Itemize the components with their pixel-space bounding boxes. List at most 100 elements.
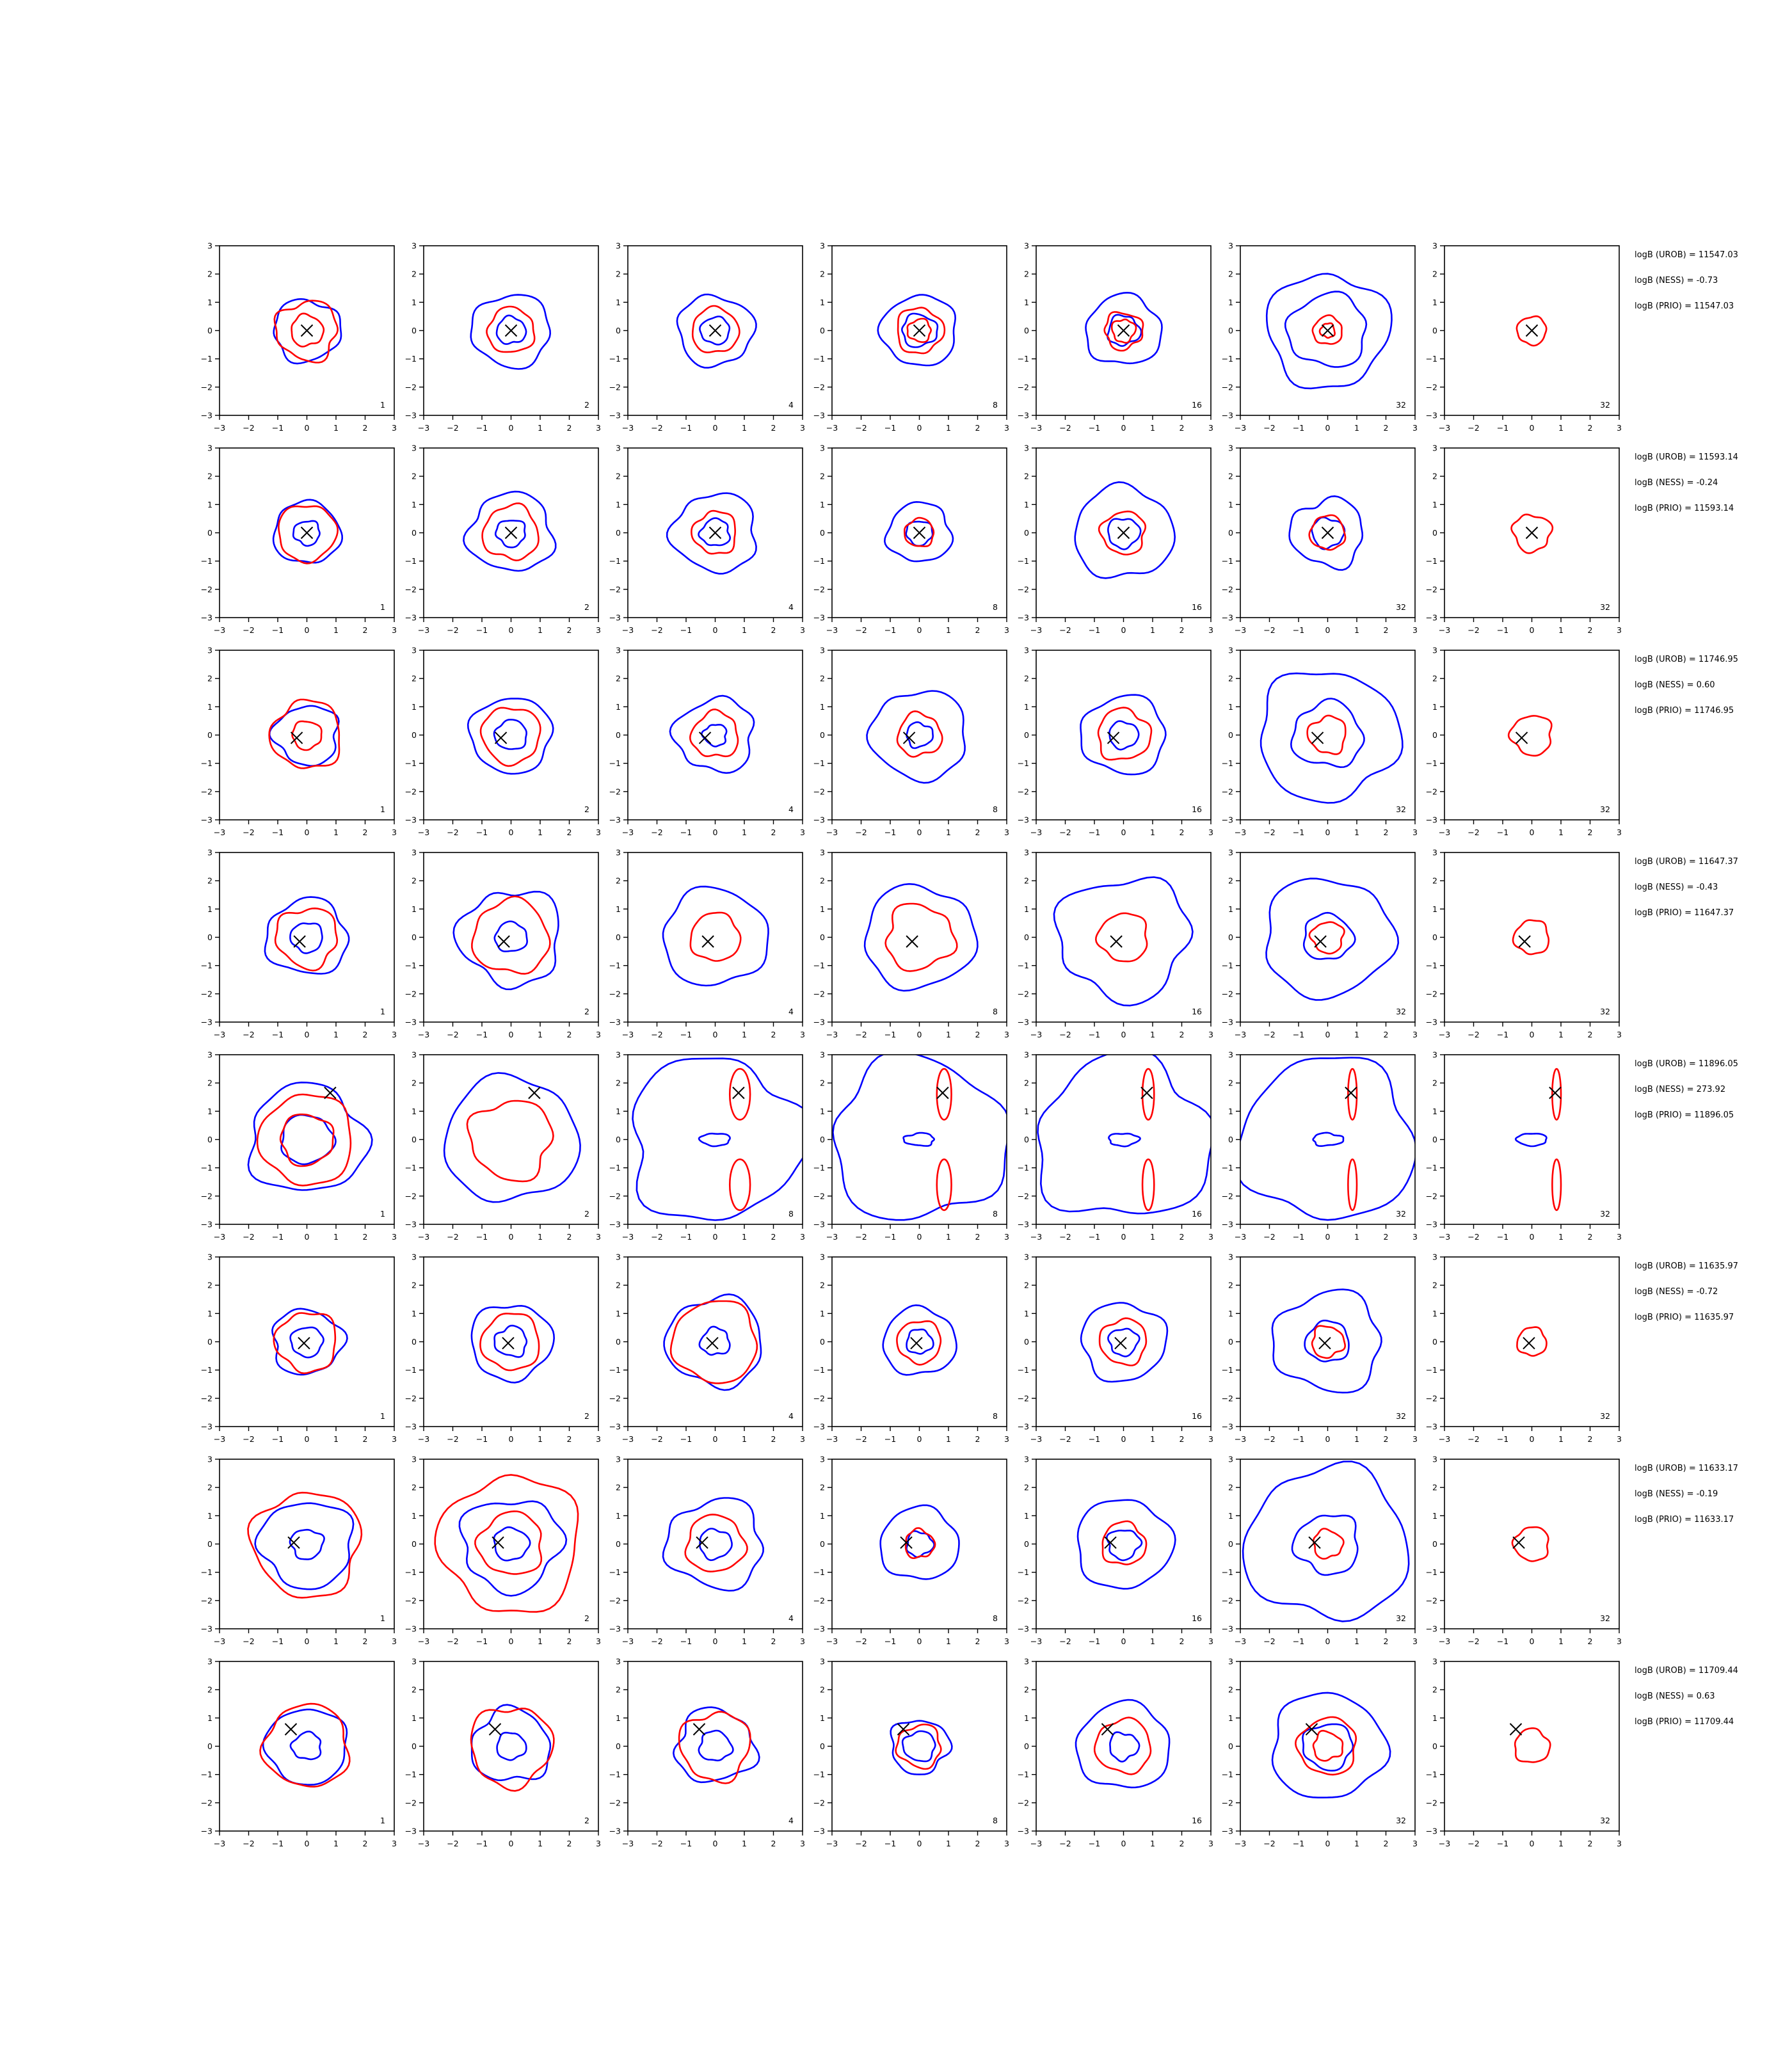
y-tick-label: 0: [616, 730, 621, 740]
y-tick-label: 3: [1228, 1050, 1233, 1060]
panel-frame: [1036, 1256, 1212, 1427]
true-point-marker: [502, 1337, 515, 1350]
x-tick-label: 1: [742, 828, 747, 837]
blue-contour: [1265, 877, 1400, 1001]
blue-contour: [698, 517, 732, 547]
y-tick-label: −2: [813, 584, 825, 594]
x-tick-label: 0: [1530, 423, 1535, 433]
y-tick-label: −3: [609, 1422, 621, 1432]
y-tick-label: −1: [1222, 354, 1233, 364]
x-tick-label: 2: [1180, 625, 1185, 635]
x-tick-label: 2: [567, 423, 572, 433]
x-tick-label: −3: [1030, 1839, 1042, 1848]
y-tick-label: 3: [1024, 241, 1029, 251]
x-tick-label: −2: [243, 1636, 254, 1646]
true-point-marker: [902, 732, 916, 744]
y-tick-label: 0: [207, 730, 212, 740]
x-tick-label: −1: [1293, 1030, 1304, 1039]
true-point-marker: [488, 1723, 502, 1736]
x-tick-label: 1: [333, 1030, 339, 1039]
y-tick-label: 2: [412, 1483, 417, 1492]
x-tick-label: 0: [1530, 1232, 1535, 1242]
y-tick-label: 3: [207, 646, 212, 655]
y-tick-label: 1: [1024, 1713, 1029, 1723]
panel-plot-area: [863, 883, 979, 992]
y-tick-label: 1: [820, 1713, 825, 1723]
red-contour: [1551, 1068, 1562, 1121]
x-tick-label: −2: [447, 625, 458, 635]
x-tick-label: 3: [1617, 828, 1622, 837]
panel-label: 2: [584, 804, 589, 814]
red-contour: [1094, 912, 1148, 963]
panel-plot-area: [259, 1702, 351, 1788]
y-tick-label: −2: [201, 989, 212, 998]
y-tick-label: 2: [1432, 674, 1437, 684]
red-contour: [1093, 1716, 1152, 1775]
y-tick-label: 0: [1228, 1539, 1233, 1549]
red-contour: [273, 1312, 337, 1375]
y-tick-label: 2: [412, 1078, 417, 1088]
y-tick-label: −1: [1018, 1567, 1029, 1577]
x-tick-label: 0: [509, 828, 514, 837]
x-tick-label: 3: [596, 1839, 601, 1848]
y-tick-label: −1: [1018, 556, 1029, 566]
x-tick-label: −2: [1059, 1232, 1071, 1242]
y-tick-label: 3: [412, 1252, 417, 1262]
contour-panel: −3 −2 −1 0 1 2 3 3 2 1 0 −1 −2 −3 8: [813, 241, 1009, 433]
y-tick-label: −1: [201, 1163, 212, 1172]
x-tick-label: −1: [1497, 1839, 1508, 1848]
panel-plot-area: [1271, 1288, 1382, 1394]
x-tick-label: 1: [946, 1839, 951, 1848]
x-tick-label: 3: [800, 828, 805, 837]
x-tick-label: 1: [946, 1232, 951, 1242]
y-tick-label: −3: [201, 815, 212, 825]
x-tick-label: 3: [392, 1636, 397, 1646]
y-tick-label: 1: [616, 1107, 621, 1116]
y-tick-label: −2: [1018, 1191, 1029, 1201]
y-tick-label: −2: [201, 584, 212, 594]
x-tick-label: −1: [884, 1839, 896, 1848]
y-tick-label: 0: [1228, 1741, 1233, 1751]
x-tick-label: 3: [1617, 1030, 1622, 1039]
y-tick-label: 3: [1228, 1657, 1233, 1667]
y-tick-label: 2: [1024, 1078, 1029, 1088]
red-contour: [669, 1300, 758, 1384]
y-tick-label: 1: [412, 500, 417, 509]
red-contour: [691, 305, 740, 354]
y-tick-label: −1: [1222, 1567, 1233, 1577]
x-tick-label: −2: [1263, 1839, 1275, 1848]
red-contour: [1308, 514, 1347, 551]
panel-label: 32: [1600, 1007, 1610, 1016]
panel-label: 32: [1396, 1411, 1406, 1421]
y-tick-label: 2: [207, 674, 212, 684]
panel-frame: [219, 650, 395, 820]
y-tick-label: 1: [820, 1511, 825, 1521]
x-tick-label: −2: [243, 1839, 254, 1848]
x-tick-label: −1: [1497, 423, 1508, 433]
y-tick-label: −1: [609, 961, 621, 970]
y-tick-label: −2: [405, 1798, 417, 1807]
panel-plot-area: [1075, 1699, 1171, 1789]
x-tick-label: −2: [651, 1030, 662, 1039]
panel-label: 1: [380, 1411, 385, 1421]
x-tick-label: 3: [596, 1636, 601, 1646]
y-tick-label: 2: [207, 1078, 212, 1088]
panel-label: 2: [584, 1613, 589, 1623]
x-tick-label: −2: [1468, 1434, 1479, 1444]
y-tick-label: 3: [820, 646, 825, 655]
y-tick-label: 0: [820, 1539, 825, 1549]
y-tick-label: −1: [609, 1770, 621, 1779]
blue-contour: [273, 298, 342, 365]
x-tick-label: 2: [1384, 1030, 1389, 1039]
x-tick-label: 1: [1354, 828, 1359, 837]
logb-annotation: logB (UROB) = 11593.14: [1635, 452, 1738, 462]
true-point-marker: [1509, 1723, 1523, 1736]
x-tick-label: 2: [771, 1434, 776, 1444]
x-tick-label: −3: [214, 1434, 225, 1444]
y-tick-label: −1: [405, 556, 417, 566]
x-tick-label: 2: [1180, 1232, 1185, 1242]
logb-annotation: logB (UROB) = 11633.17: [1635, 1464, 1738, 1473]
x-tick-label: 0: [1121, 1434, 1126, 1444]
